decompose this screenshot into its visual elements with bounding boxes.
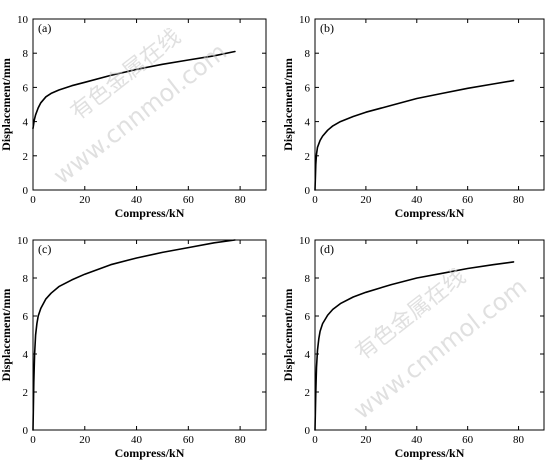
plot-frame: [32, 239, 267, 431]
x-tick-label: 80: [235, 194, 247, 206]
x-tick-label: 40: [411, 434, 423, 446]
y-tick-label: 8: [305, 273, 311, 285]
series-line: [32, 239, 236, 431]
y-tick-label: 6: [305, 82, 311, 94]
x-tick-label: 60: [462, 194, 474, 206]
y-tick-label: 4: [23, 117, 29, 129]
y-tick-label: 0: [305, 425, 311, 437]
y-tick-label: 0: [305, 185, 311, 197]
y-tick-label: 4: [305, 349, 311, 361]
y-tick-label: 10: [299, 14, 311, 26]
y-tick-label: 0: [23, 425, 29, 437]
x-tick-label: 60: [183, 194, 195, 206]
y-tick-label: 6: [305, 311, 311, 323]
panel-label: (d): [320, 242, 334, 256]
x-tick-label: 80: [235, 434, 247, 446]
series-line: [314, 261, 515, 431]
x-tick-label: 0: [312, 194, 318, 206]
x-axis-title: Compress/kN: [395, 206, 465, 220]
x-axis-title: Compress/kN: [115, 206, 185, 220]
x-tick-label: 20: [79, 434, 91, 446]
chart-panel-1: 0 20 40 60 80 0 2 4 6 8 10 Compress/kN Displacement/…: [0, 14, 267, 220]
y-axis-title: Displacement/mm: [0, 289, 13, 382]
x-tick-label: 80: [513, 194, 525, 206]
series-line: [314, 79, 515, 191]
y-tick-label: 2: [23, 151, 29, 163]
panel-label: (b): [320, 21, 334, 35]
plot-frame: [32, 18, 267, 191]
y-tick-label: 10: [299, 235, 311, 247]
y-tick-label: 2: [305, 151, 311, 163]
y-tick-label: 0: [23, 185, 29, 197]
panel-label: (a): [38, 21, 51, 35]
x-tick-label: 40: [131, 434, 143, 446]
y-axis-title: Displacement/mm: [0, 58, 13, 151]
x-tick-label: 20: [360, 434, 372, 446]
series-line: [32, 50, 236, 130]
chart-panel-3: 0 20 40 60 80 0 2 4 6 8 10 Compress/kN Displacement/…: [0, 235, 267, 460]
x-tick-label: 20: [360, 194, 372, 206]
chart-panel-4: 0 20 40 60 80 0 2 4 6 8 10 Compress/kN Displacement/…: [281, 235, 545, 460]
x-tick-label: 60: [462, 434, 474, 446]
y-tick-label: 2: [305, 387, 311, 399]
y-tick-label: 4: [23, 349, 29, 361]
x-axis-title: Compress/kN: [395, 446, 465, 460]
y-tick-label: 2: [23, 387, 29, 399]
plot-frame: [314, 239, 545, 431]
x-tick-label: 20: [79, 194, 91, 206]
y-axis-title: Displacement/mm: [281, 58, 295, 151]
x-tick-label: 0: [30, 194, 36, 206]
y-tick-label: 8: [23, 48, 29, 60]
y-tick-label: 6: [23, 311, 29, 323]
y-tick-label: 10: [17, 235, 29, 247]
y-tick-label: 4: [305, 117, 311, 129]
x-tick-label: 80: [513, 434, 525, 446]
x-tick-label: 40: [131, 194, 143, 206]
x-axis-title: Compress/kN: [115, 446, 185, 460]
chart-panel-2: 0 20 40 60 80 0 2 4 6 8 10 Compress/kN Displacement/…: [281, 14, 545, 220]
x-tick-label: 0: [312, 434, 318, 446]
y-tick-label: 8: [23, 273, 29, 285]
y-tick-label: 8: [305, 48, 311, 60]
plot-frame: [314, 18, 545, 191]
y-axis-title: Displacement/mm: [281, 289, 295, 382]
y-tick-label: 6: [23, 82, 29, 94]
y-tick-label: 10: [17, 14, 29, 26]
x-tick-label: 40: [411, 194, 423, 206]
x-tick-label: 0: [30, 434, 36, 446]
panel-label: (c): [38, 242, 51, 256]
x-tick-label: 60: [183, 434, 195, 446]
